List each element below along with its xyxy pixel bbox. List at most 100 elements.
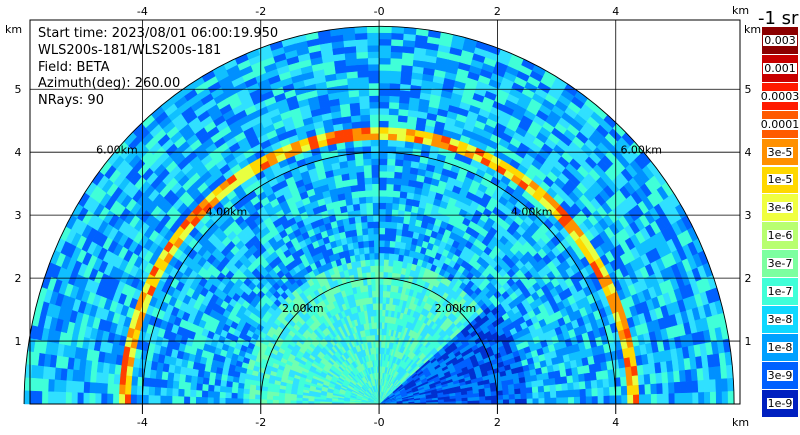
data-cell <box>363 177 373 185</box>
data-cell <box>362 158 372 166</box>
data-cell <box>366 208 374 216</box>
data-cell <box>467 400 475 405</box>
data-cell <box>371 189 380 197</box>
data-cell <box>387 120 398 128</box>
data-cell <box>367 63 380 71</box>
data-cell <box>397 108 409 117</box>
data-cell <box>349 102 360 111</box>
data-cell <box>662 382 670 394</box>
data-cell <box>366 221 374 229</box>
data-cell <box>364 189 373 198</box>
data-cell <box>685 380 693 393</box>
data-cell <box>359 108 370 116</box>
data-cell <box>556 396 563 405</box>
data-cell <box>371 183 380 191</box>
data-cell <box>378 151 388 159</box>
data-cell <box>362 240 370 248</box>
data-cell <box>371 177 380 185</box>
data-cell <box>532 391 539 399</box>
data-cell <box>644 383 652 395</box>
data-cell <box>362 234 369 242</box>
data-cell <box>387 126 398 135</box>
data-cell <box>367 44 380 52</box>
data-cell <box>378 290 384 298</box>
data-cell <box>369 107 380 115</box>
data-cell <box>373 252 380 260</box>
data-cell <box>378 227 386 235</box>
data-cell <box>727 377 735 392</box>
data-cell <box>382 277 388 285</box>
data-cell <box>370 158 380 166</box>
data-cell <box>668 392 676 405</box>
data-cell <box>615 394 622 405</box>
data-cell <box>348 172 358 180</box>
data-cell <box>356 64 369 72</box>
data-cell <box>385 290 391 298</box>
data-cell <box>373 240 380 247</box>
data-cell <box>526 392 534 399</box>
data-cell <box>378 101 390 109</box>
data-cell <box>655 372 663 384</box>
data-cell <box>387 259 394 267</box>
data-cell <box>378 252 385 260</box>
data-cell <box>372 214 380 222</box>
data-cell <box>396 127 407 136</box>
data-cell <box>378 233 385 241</box>
data-cell <box>370 139 380 147</box>
data-cell <box>366 215 374 223</box>
data-cell <box>375 296 380 304</box>
data-cell <box>369 259 375 267</box>
data-cell <box>388 246 395 254</box>
data-cell <box>382 271 389 279</box>
data-cell <box>378 189 387 197</box>
data-cell <box>632 384 640 395</box>
data-cell <box>363 170 372 179</box>
data-cell <box>358 196 367 204</box>
data-cell <box>378 240 385 247</box>
data-cell <box>378 303 383 310</box>
data-cell <box>378 246 385 254</box>
data-cell <box>384 233 391 241</box>
data-cell <box>620 385 628 396</box>
data-cell <box>514 387 521 395</box>
data-cell <box>372 221 380 229</box>
data-cell <box>554 376 562 385</box>
data-cell <box>372 196 380 203</box>
data-cell <box>585 395 593 405</box>
data-cell <box>378 107 390 115</box>
data-cell <box>602 378 610 388</box>
data-cell <box>704 391 711 405</box>
data-cell <box>358 89 370 97</box>
data-cell <box>709 378 717 392</box>
data-cell <box>378 44 392 52</box>
data-cell <box>387 133 398 141</box>
data-cell <box>382 296 387 304</box>
data-cell <box>356 57 369 66</box>
data-cell <box>538 391 545 399</box>
data-cell <box>584 380 592 389</box>
data-cell <box>390 38 404 47</box>
data-cell <box>667 370 675 383</box>
data-cell <box>544 391 551 399</box>
data-cell <box>378 196 387 203</box>
data-cell <box>364 183 373 191</box>
data-cell <box>351 197 360 205</box>
data-cell <box>352 140 363 148</box>
data-cell <box>650 383 658 395</box>
data-cell <box>555 383 563 392</box>
data-cell <box>508 393 516 400</box>
data-cell <box>378 26 392 34</box>
data-cell <box>378 183 387 191</box>
data-cell <box>384 227 391 235</box>
data-cell <box>691 380 699 393</box>
data-cell <box>491 399 498 405</box>
data-cell <box>378 158 388 166</box>
data-cell <box>643 373 651 385</box>
data-cell <box>520 392 528 399</box>
data-cell <box>542 378 550 386</box>
data-cell <box>369 120 380 128</box>
data-cell <box>365 196 373 204</box>
data-cell <box>390 51 403 59</box>
data-cell <box>378 76 391 84</box>
data-cell <box>365 202 373 210</box>
